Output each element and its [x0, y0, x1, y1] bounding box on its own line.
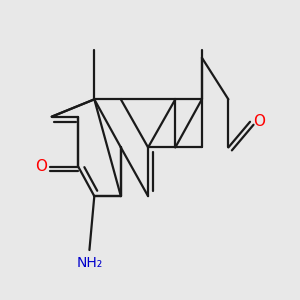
- Text: O: O: [35, 159, 47, 174]
- Text: NH₂: NH₂: [76, 256, 103, 270]
- Text: O: O: [253, 114, 265, 129]
